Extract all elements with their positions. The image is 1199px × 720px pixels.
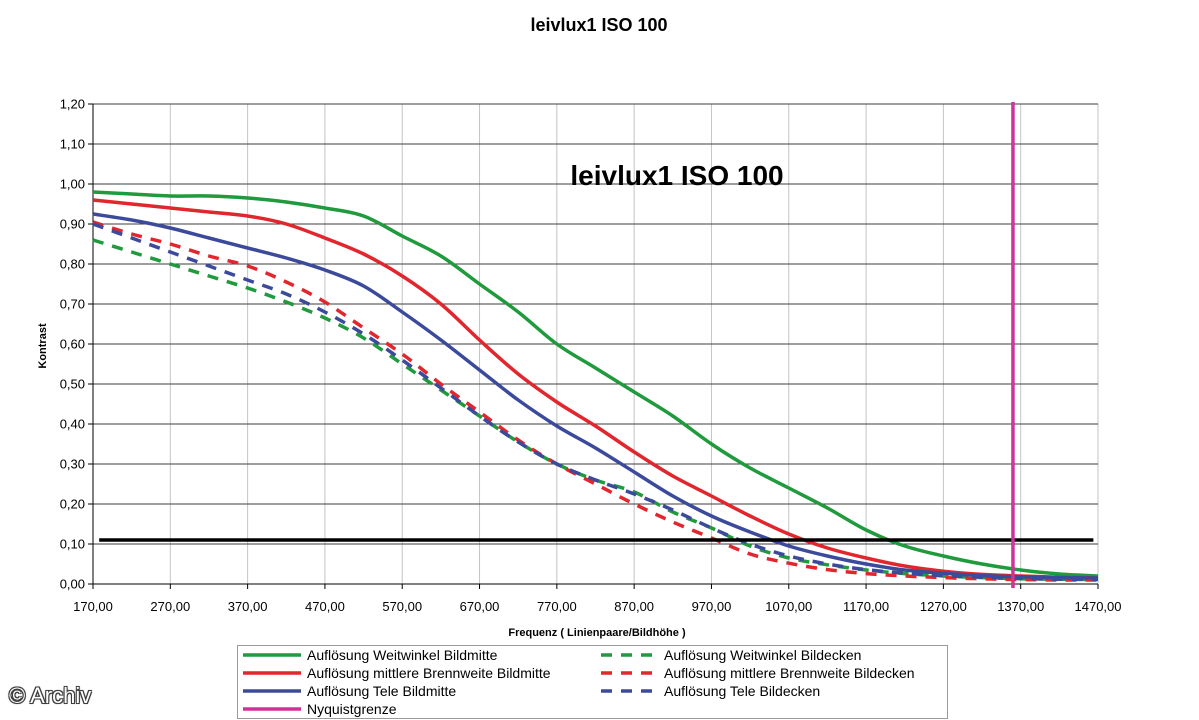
- x-axis-label: Frequenz ( Linienpaare/Bildhöhe ): [508, 627, 686, 639]
- y-tick-label: 0,60: [60, 337, 85, 352]
- legend-swatch: [601, 671, 657, 675]
- y-tick-label: 0,20: [60, 497, 85, 512]
- legend-label: Nyquistgrenze: [307, 701, 397, 717]
- legend-item-weitwinkel-bildecken: Auflösung Weitwinkel Bildecken: [600, 646, 861, 664]
- x-tick-label: 770,00: [537, 599, 577, 614]
- x-tick-label: 670,00: [460, 599, 500, 614]
- legend-label: Auflösung Weitwinkel Bildecken: [664, 647, 862, 663]
- y-tick-label: 0,30: [60, 457, 85, 472]
- x-tick-label: 1170,00: [843, 599, 889, 614]
- chart-annotation: leivlux1 ISO 100: [570, 160, 783, 191]
- legend-item-tele-bildecken: Auflösung Tele Bildecken: [600, 682, 820, 700]
- legend-item-weitwinkel-bildmitte: Auflösung Weitwinkel Bildmitte: [242, 646, 497, 664]
- x-tick-label: 1270,00: [920, 599, 967, 614]
- y-tick-label: 1,20: [60, 97, 85, 112]
- curve-aufloesung-mittlere-brennweite-bildecken: [92, 220, 1099, 582]
- legend-item-nyquistgrenze: Nyquistgrenze: [242, 700, 397, 718]
- legend-item-tele-bildmitte: Auflösung Tele Bildmitte: [242, 682, 456, 700]
- legend-label: Auflösung mittlere Brennweite Bildmitte: [307, 665, 551, 681]
- legend-swatch: [243, 671, 301, 675]
- curve-aufloesung-mittlere-brennweite-bildmitte: [92, 198, 1099, 580]
- y-axis-label: Kontrast: [37, 323, 49, 369]
- y-tick-label: 0,40: [60, 417, 85, 432]
- x-tick-label: 170,00: [73, 599, 113, 614]
- y-tick-label: 0,70: [60, 297, 85, 312]
- x-tick-label: 1370,00: [997, 599, 1044, 614]
- x-tick-label: 970,00: [692, 599, 732, 614]
- legend-label: Auflösung Weitwinkel Bildmitte: [307, 647, 498, 663]
- y-tick-label: 0,50: [60, 377, 85, 392]
- curve-aufloesung-tele-bildecken: [92, 222, 1099, 581]
- x-tick-label: 370,00: [228, 599, 268, 614]
- curve-aufloesung-weitwinkel-bildmitte: [92, 190, 1099, 578]
- chart-title: leivlux1 ISO 100: [530, 15, 667, 35]
- x-tick-label: 470,00: [305, 599, 345, 614]
- legend: Auflösung Weitwinkel Bildmitte Auflösung…: [237, 645, 948, 719]
- x-tick-label: 1070,00: [765, 599, 812, 614]
- y-tick-label: 1,00: [60, 177, 85, 192]
- plot-area: 170,00 270,00 370,00 470,00 570,00 670,00 770,…: [60, 97, 1122, 615]
- legend-label: Auflösung Tele Bildmitte: [307, 683, 457, 699]
- legend-item-mittlere-brennweite-bildecken: Auflösung mittlere Brennweite Bildecken: [600, 664, 915, 682]
- y-tick-label: 0,80: [60, 257, 85, 272]
- curve-aufloesung-weitwinkel-bildecken: [92, 238, 1099, 582]
- legend-label: Auflösung Tele Bildecken: [664, 683, 821, 699]
- legend-swatch: [601, 653, 657, 657]
- legend-swatch: [601, 689, 657, 693]
- x-tick-label: 1470,00: [1075, 599, 1122, 614]
- y-tick-label: 0,00: [60, 577, 85, 592]
- legend-item-mittlere-brennweite-bildmitte: Auflösung mittlere Brennweite Bildmitte: [242, 664, 551, 682]
- curve-aufloesung-tele-bildmitte: [92, 212, 1099, 580]
- legend-swatch: [243, 707, 301, 711]
- x-tick-label: 570,00: [382, 599, 422, 614]
- watermark: © Archiv: [9, 683, 92, 708]
- legend-swatch: [243, 653, 301, 657]
- y-tick-label: 0,10: [60, 537, 85, 552]
- y-tick-label: 0,90: [60, 217, 85, 232]
- x-tick-label: 870,00: [614, 599, 654, 614]
- x-tick-label: 270,00: [150, 599, 190, 614]
- legend-label: Auflösung mittlere Brennweite Bildecken: [664, 665, 915, 681]
- legend-swatch: [243, 689, 301, 693]
- y-tick-label: 1,10: [60, 137, 85, 152]
